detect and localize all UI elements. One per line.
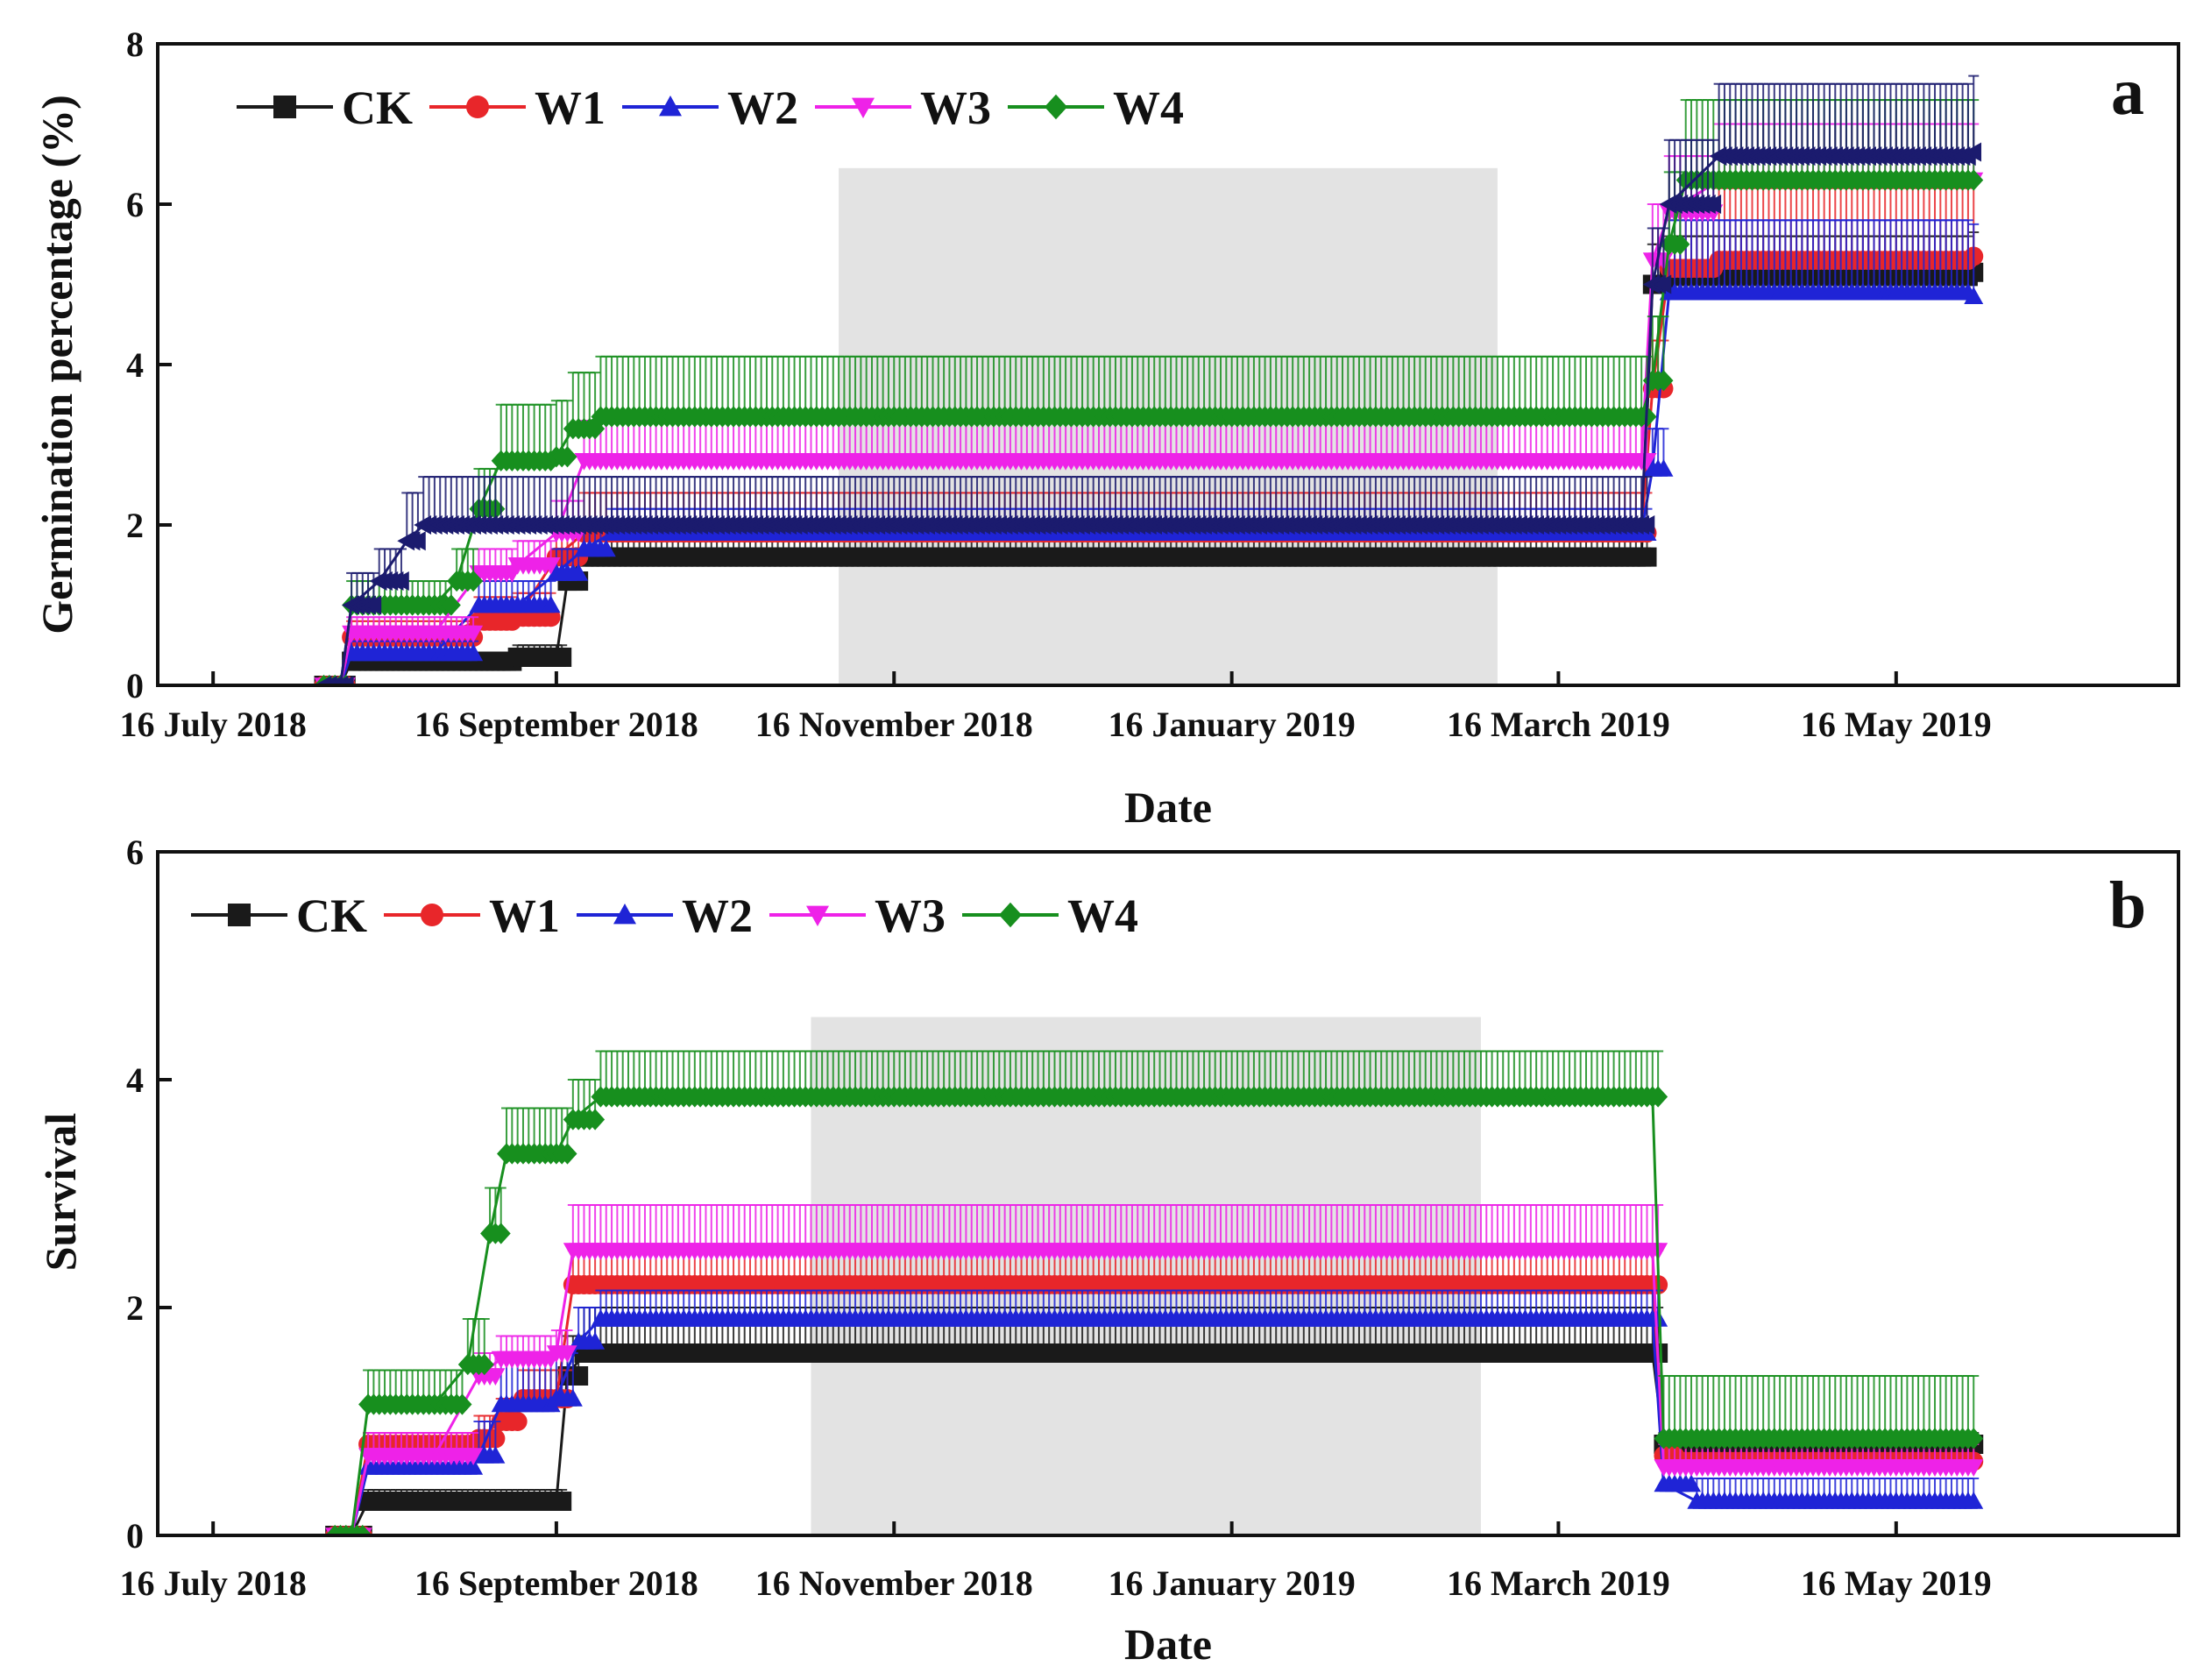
panel-a-data-point	[1637, 548, 1656, 567]
panel-a-data-point	[552, 648, 571, 667]
